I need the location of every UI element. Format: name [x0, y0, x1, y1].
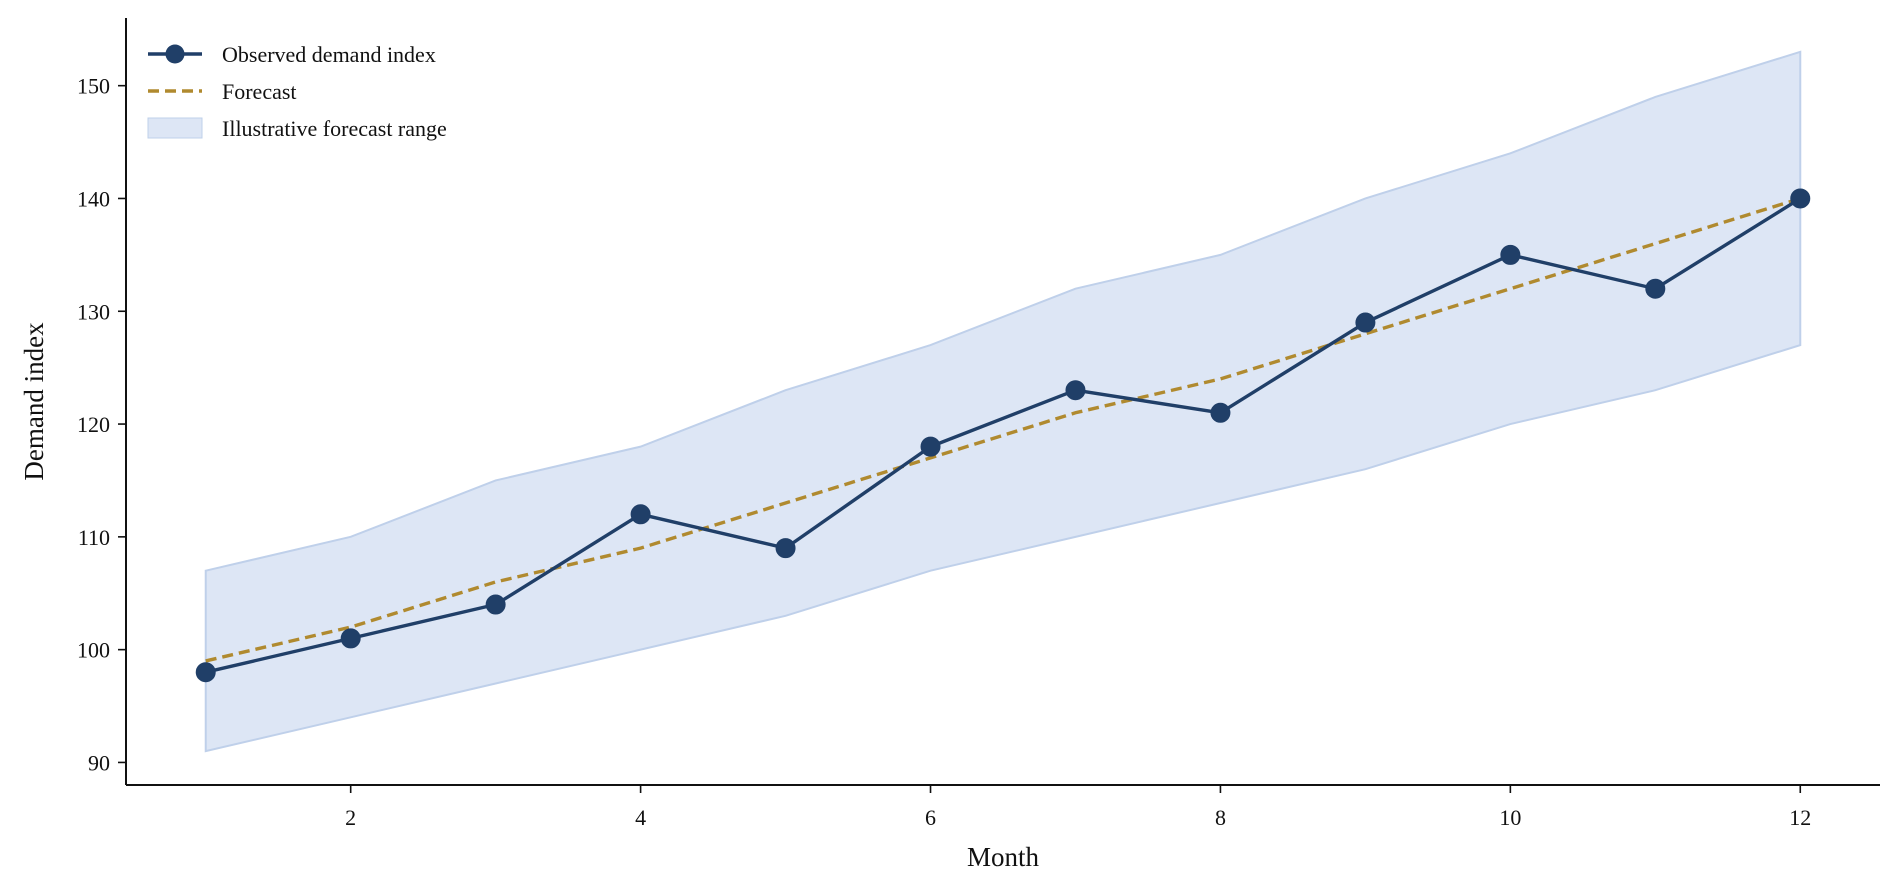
observed-point-7	[1065, 380, 1086, 401]
observed-point-6	[920, 436, 941, 457]
legend-layer: Observed demand index Forecast Illustrativ…	[147, 42, 447, 141]
legend-range-label: Illustrative forecast range	[222, 116, 447, 141]
y-tick-label-140: 140	[77, 186, 110, 211]
observed-point-11	[1645, 278, 1666, 299]
y-tick-label-90: 90	[88, 750, 110, 775]
observed-point-9	[1355, 312, 1376, 333]
axes-layer: 2 4 6 8 10 12 90 100 110 120 130 140 150 Month Demand …	[19, 18, 1880, 872]
legend-observed-marker	[165, 44, 185, 64]
observed-point-2	[340, 628, 361, 649]
x-tick-label-10: 10	[1499, 805, 1521, 830]
observed-point-12	[1790, 188, 1811, 209]
y-axis-title: Demand index	[19, 322, 49, 481]
legend-observed-label: Observed demand index	[222, 42, 436, 67]
x-axis-title: Month	[967, 842, 1040, 872]
x-tick-label-2: 2	[345, 805, 356, 830]
observed-point-5	[775, 538, 796, 559]
observed-demand-line	[204, 196, 1802, 674]
series-layer	[195, 188, 1811, 683]
legend-forecast-label: Forecast	[222, 79, 297, 104]
forecast-band-layer	[204, 50, 1802, 753]
forecast-line	[205, 196, 1801, 663]
observed-point-8	[1210, 402, 1231, 423]
observed-point-10	[1500, 244, 1521, 265]
x-tick-label-8: 8	[1215, 805, 1226, 830]
x-tick-label-4: 4	[635, 805, 646, 830]
y-tick-label-150: 150	[77, 74, 110, 99]
observed-point-3	[485, 594, 506, 615]
legend-range-swatch	[147, 117, 203, 139]
forecast-range-band	[204, 50, 1802, 753]
observed-point-4	[630, 504, 651, 525]
observed-point-1	[195, 662, 216, 683]
x-tick-label-12: 12	[1789, 805, 1811, 830]
x-tick-label-6: 6	[925, 805, 936, 830]
y-tick-label-110: 110	[78, 525, 110, 550]
y-tick-label-100: 100	[77, 638, 110, 663]
y-tick-label-130: 130	[77, 299, 110, 324]
y-tick-label-120: 120	[77, 412, 110, 437]
